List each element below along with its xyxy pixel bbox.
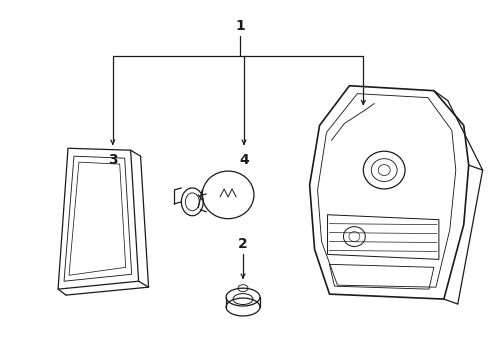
Text: 1: 1 [235,19,244,33]
Text: 2: 2 [238,238,247,252]
Text: 3: 3 [108,153,117,167]
Text: 4: 4 [239,153,248,167]
